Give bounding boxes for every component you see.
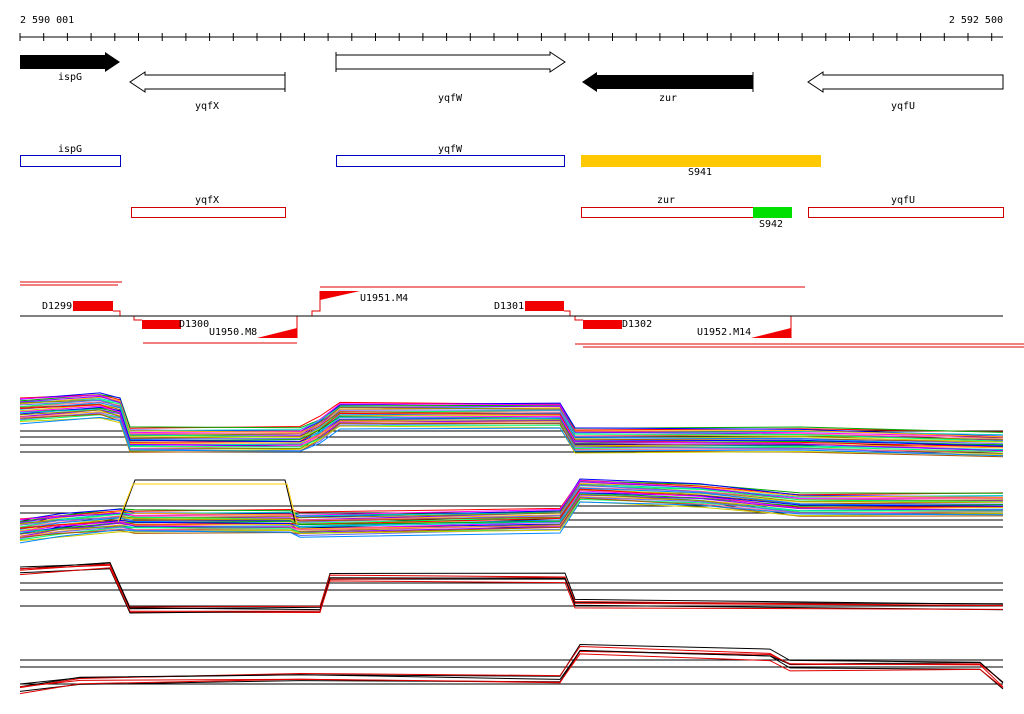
segment-triangle	[320, 291, 360, 300]
segment-label: U1950.M8	[209, 327, 257, 338]
trace	[19, 494, 1004, 537]
segment-triangle	[257, 328, 297, 338]
region-label: zur	[657, 195, 675, 206]
gene-arrow	[582, 72, 753, 92]
trace	[19, 409, 1004, 455]
segment-label: U1952.M14	[697, 327, 751, 338]
region-box	[808, 207, 1004, 218]
trace	[19, 650, 1004, 688]
region-label: ispG	[58, 144, 82, 155]
trace	[119, 479, 296, 523]
trace	[19, 413, 1004, 453]
gene-label: ispG	[58, 72, 82, 83]
segment-label: D1301	[494, 301, 524, 312]
segment	[142, 320, 181, 329]
trace	[19, 563, 1004, 608]
gene-label: yqfX	[195, 101, 219, 112]
segment-label: D1299	[42, 301, 72, 312]
trace	[19, 649, 1004, 692]
segment-label: D1300	[179, 319, 209, 330]
trace	[19, 394, 1004, 433]
gene-arrow	[807, 71, 1004, 93]
segment-lines	[20, 281, 1024, 348]
region-label: yqfU	[891, 195, 915, 206]
trace	[19, 564, 1004, 614]
trace	[19, 496, 1004, 540]
trace	[19, 409, 1004, 452]
gene-arrow	[20, 52, 120, 72]
trace	[19, 653, 1004, 695]
region-label: yqfX	[195, 195, 219, 206]
region-box	[581, 155, 821, 167]
trace	[19, 497, 1004, 537]
segment-label: U1951.M4	[360, 293, 408, 304]
ruler-ticks	[19, 33, 993, 41]
trace	[19, 567, 1004, 612]
region-label: yqfW	[438, 144, 463, 155]
trace	[19, 485, 1004, 528]
trace	[19, 401, 1004, 439]
trace	[19, 563, 1004, 610]
gene-label: zur	[659, 93, 677, 104]
segment	[73, 301, 113, 311]
trace	[19, 392, 1004, 437]
trace	[19, 493, 1004, 535]
segment-label: D1302	[622, 319, 652, 330]
trace	[19, 501, 1004, 542]
region-box	[20, 155, 121, 167]
region-label: S942	[759, 219, 783, 230]
ruler-start: 2 590 001	[20, 15, 74, 26]
trace	[19, 501, 1004, 544]
region-box	[753, 207, 792, 218]
region-box	[336, 155, 565, 167]
expression-traces	[19, 392, 1004, 695]
gene-label: yqfU	[891, 101, 915, 112]
trace	[19, 402, 1004, 447]
segment-triangle	[751, 328, 791, 338]
region-box	[131, 207, 286, 218]
segment	[583, 320, 622, 329]
trace	[19, 399, 1004, 442]
trace	[19, 399, 1004, 445]
gene-arrow	[335, 51, 566, 73]
region-box	[581, 207, 754, 218]
trace	[19, 403, 1004, 443]
segment	[525, 301, 564, 311]
trace	[117, 483, 298, 525]
trace	[19, 416, 1004, 457]
trace	[19, 486, 1004, 528]
trace	[19, 412, 1004, 456]
region-label: S941	[688, 167, 712, 178]
trace	[19, 488, 1004, 529]
ruler-end: 2 592 500	[949, 15, 1003, 26]
gene-label: yqfW	[438, 93, 463, 104]
trace	[19, 479, 1004, 520]
gene-arrow	[129, 71, 286, 93]
trace	[19, 417, 1004, 456]
